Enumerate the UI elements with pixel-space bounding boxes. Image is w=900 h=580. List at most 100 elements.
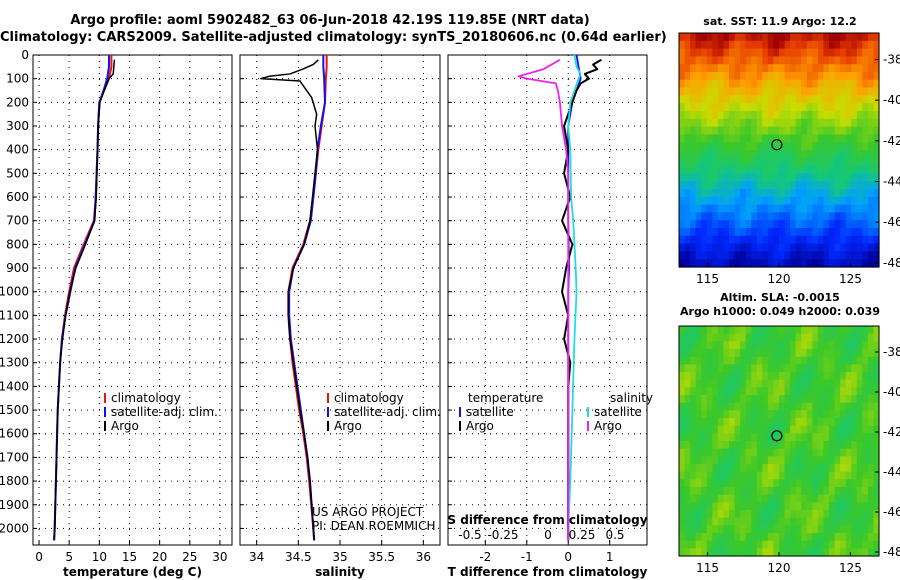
sst_map-cell xyxy=(684,204,691,213)
sla_map-cell xyxy=(767,464,775,473)
sst_map-cell xyxy=(723,79,730,89)
sla_map-cell xyxy=(745,441,752,450)
sst-map-title: sat. SST: 11.9 Argo: 12.2 xyxy=(703,15,857,28)
sla_map-cell xyxy=(851,395,858,404)
sla_map-cell xyxy=(717,349,725,358)
sla_map-cell xyxy=(767,494,775,503)
sst_map-cell xyxy=(873,126,880,135)
sla_map-cell xyxy=(729,448,736,457)
sla_map-cell xyxy=(695,448,702,457)
sst_map-cell xyxy=(784,165,791,174)
sla_map-cell xyxy=(756,433,763,442)
sst_map-cell xyxy=(834,142,841,151)
sst_map-cell xyxy=(701,142,708,151)
sla_map-cell xyxy=(790,494,797,503)
sst_map-cell xyxy=(773,243,780,252)
sst_map-cell xyxy=(779,87,786,96)
sst_map-cell xyxy=(773,173,780,182)
sla_map-cell xyxy=(806,395,813,404)
sst_map-cell xyxy=(684,220,691,229)
sla_map-cell xyxy=(867,471,875,480)
sst_map-cell xyxy=(845,165,852,174)
sst_map-cell xyxy=(779,173,786,182)
sst_map-cell xyxy=(773,79,780,89)
sla_map-cell xyxy=(762,448,769,457)
sst_map-cell xyxy=(823,235,830,245)
sst_map-cell xyxy=(773,33,780,42)
sla_map-cell xyxy=(862,379,869,388)
sla_map-cell xyxy=(729,494,736,503)
sla_map-cell xyxy=(840,433,847,442)
sst_map-cell xyxy=(740,157,747,167)
sst_map-cell xyxy=(679,118,686,128)
sst_map-cell xyxy=(829,157,836,167)
sst_map-cell xyxy=(723,189,730,198)
sst_map-cell xyxy=(806,165,813,174)
sla_map-cell xyxy=(834,402,841,411)
sst_map-cell xyxy=(812,243,819,252)
sla_map-cell xyxy=(873,333,880,342)
sst_map-cell xyxy=(806,157,813,167)
sst_map-cell xyxy=(823,72,830,81)
sla_map-cell xyxy=(745,379,752,388)
sst_map-cell xyxy=(829,72,836,81)
salinity-legend-label: climatology xyxy=(334,391,404,405)
sst_map-cell xyxy=(740,228,747,237)
sla_map-cell xyxy=(856,433,863,442)
sla_map-cell xyxy=(751,425,758,434)
sla_map-cell xyxy=(823,441,830,450)
sst_map-cell xyxy=(840,220,847,229)
sla_map-cell xyxy=(812,364,819,373)
sst_map-cell xyxy=(767,33,775,42)
sla_map-cell xyxy=(867,326,875,335)
sla_map-cell xyxy=(740,487,747,496)
sst_map-cell xyxy=(723,220,730,229)
sst_map-cell xyxy=(812,79,819,89)
sla_map-cell xyxy=(806,410,813,419)
sst_map-cell xyxy=(779,103,786,112)
sla_map-cell xyxy=(867,402,875,411)
sla_map-cell xyxy=(706,410,713,419)
sst_map-cell xyxy=(806,56,813,65)
sst_map-cell xyxy=(751,235,758,245)
sst_map-cell xyxy=(690,173,697,182)
sst_map-cell xyxy=(684,165,691,174)
sst_map-cell xyxy=(834,111,841,120)
temperature-frame xyxy=(32,54,233,546)
sla_map-cell xyxy=(745,387,752,396)
sst_map-cell xyxy=(679,220,686,229)
sst_map-cell xyxy=(717,157,725,167)
sst_map-cell xyxy=(706,196,713,206)
sst_map-cell xyxy=(762,103,769,112)
sla_map-cell xyxy=(817,402,825,411)
sla_map-cell xyxy=(795,387,802,396)
sst_map-cell xyxy=(840,56,847,65)
sla_map-cell xyxy=(851,387,858,396)
sst_map-cell xyxy=(806,103,813,112)
difference-series-s-argo xyxy=(517,58,570,541)
sst_map-cell xyxy=(701,259,708,268)
sla_map-cell xyxy=(862,517,869,526)
sla_map-cell xyxy=(856,494,863,503)
salinity-xlabel: salinity xyxy=(315,565,365,579)
sla_map-cell xyxy=(784,425,791,434)
sla_map-cell xyxy=(845,341,852,350)
sst_map-cell xyxy=(795,118,802,128)
sla_map-cell xyxy=(812,349,819,358)
sst_map-cell xyxy=(840,181,847,190)
sla_map-cell xyxy=(829,448,836,457)
sst_map-cell xyxy=(690,212,697,221)
sla_map-cell xyxy=(823,402,830,411)
sst_map-cell xyxy=(767,150,775,159)
sst_map-cell xyxy=(829,103,836,112)
sla_map-cell xyxy=(784,525,791,534)
depth-tick-label: 200 xyxy=(6,95,29,109)
sla_map-cell xyxy=(779,410,786,419)
sst_map-cell xyxy=(773,72,780,81)
sst_map-cell xyxy=(834,181,841,190)
sla_map-cell xyxy=(829,533,836,542)
sla_map-cell xyxy=(779,356,786,365)
sst_map-cell xyxy=(712,196,719,206)
sst_map-cell xyxy=(851,204,858,213)
sst_map-cell xyxy=(695,142,702,151)
